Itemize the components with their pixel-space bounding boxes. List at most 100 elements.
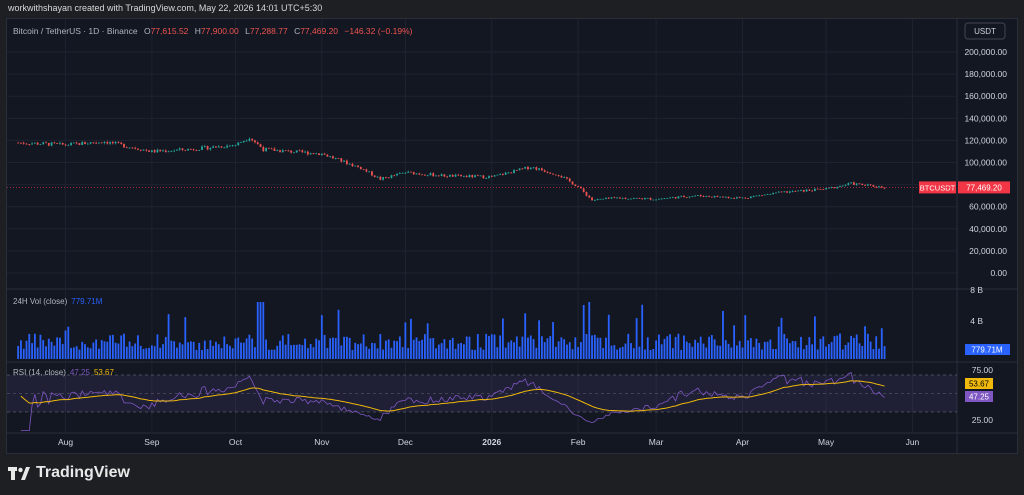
candle-body xyxy=(92,142,95,144)
candle-body xyxy=(833,187,836,189)
volume-bar xyxy=(270,349,273,359)
candle-body xyxy=(875,186,878,188)
candle-body xyxy=(540,168,543,171)
volume-bar xyxy=(875,336,878,359)
volume-bar xyxy=(368,348,371,359)
currency-button[interactable] xyxy=(964,22,1006,40)
volume-bar xyxy=(164,336,167,359)
volume-bar xyxy=(513,342,515,359)
price-chart[interactable]: 200,000.00 180,000.00 160,000.00 140,000.00… xyxy=(7,19,1017,453)
volume-bar xyxy=(262,302,265,359)
candle-body xyxy=(78,143,81,145)
volume-bar xyxy=(814,316,816,359)
candle-body xyxy=(162,150,164,152)
volume-bar xyxy=(780,317,783,359)
volume-bar xyxy=(658,334,660,359)
candle-body xyxy=(853,182,855,185)
candle-body xyxy=(744,197,747,199)
volume-bar xyxy=(17,345,20,359)
candle-body xyxy=(137,148,139,150)
candle-body xyxy=(641,198,644,200)
candle-body xyxy=(25,143,28,145)
candle-body xyxy=(215,146,217,148)
candle-body xyxy=(145,149,148,151)
volume-bar xyxy=(616,349,619,359)
price-axis: 200,000.00 180,000.00 160,000.00 140,000.00… xyxy=(919,47,1010,425)
candle-body xyxy=(869,184,872,186)
candle-body xyxy=(471,175,474,178)
candle-body xyxy=(705,195,708,197)
candles xyxy=(7,137,957,201)
candle-body xyxy=(730,197,733,199)
candle-body xyxy=(231,145,234,147)
candle-body xyxy=(794,190,797,192)
volume-bar xyxy=(535,347,538,359)
candle-body xyxy=(702,196,705,197)
candle-body xyxy=(139,149,142,151)
volume-bar xyxy=(454,348,457,359)
volume-bar xyxy=(872,349,875,359)
volume-bar xyxy=(864,326,866,359)
chart-frame[interactable]: 200,000.00 180,000.00 160,000.00 140,000.00… xyxy=(6,18,1018,454)
candle-body xyxy=(549,172,552,174)
volume-bar xyxy=(724,340,727,359)
volume-bar xyxy=(398,336,401,359)
currency-button-label[interactable]: USDT xyxy=(974,27,996,36)
volume-bar xyxy=(95,339,98,359)
candle-body xyxy=(524,166,527,169)
candle-body xyxy=(245,140,248,142)
candle-body xyxy=(223,147,226,149)
candle-body xyxy=(437,175,440,177)
candle-body xyxy=(348,163,351,165)
volume-bar xyxy=(371,342,373,359)
volume-bar xyxy=(683,335,685,359)
volume-bar xyxy=(187,342,189,359)
candle-body xyxy=(304,151,306,153)
volume-bar xyxy=(203,340,206,359)
volume-bar xyxy=(800,336,802,359)
volume-bar xyxy=(393,340,396,359)
volume-bar xyxy=(471,349,474,359)
candle-body xyxy=(376,176,379,178)
volume-tick-label: 4 B xyxy=(970,316,983,326)
candle-body xyxy=(61,142,64,145)
volume-bar xyxy=(677,333,680,359)
candle-body xyxy=(847,183,850,185)
candle-body xyxy=(719,196,722,198)
candle-body xyxy=(64,144,67,146)
time-tick-label: Aug xyxy=(58,437,73,447)
volume-bar xyxy=(401,347,404,359)
volume-bar xyxy=(251,338,254,359)
volume-bar xyxy=(92,342,95,359)
volume-bar xyxy=(632,348,635,359)
volume-bar xyxy=(407,347,410,359)
volume-bar xyxy=(783,333,786,359)
candle-body xyxy=(95,142,98,144)
volume-bar xyxy=(81,341,84,359)
volume-bar xyxy=(510,340,513,359)
volume-bar xyxy=(465,336,468,359)
candle-body xyxy=(153,150,156,153)
volume-bar xyxy=(440,343,443,359)
candle-body xyxy=(716,195,719,198)
candle-body xyxy=(418,173,421,175)
candle-body xyxy=(841,185,844,187)
volume-legend: 24H Vol (close) 779.71M xyxy=(13,297,103,306)
candle-body xyxy=(103,142,106,144)
candle-body xyxy=(878,186,880,188)
candle-body xyxy=(189,149,192,150)
volume-bar xyxy=(320,315,323,359)
volume-bar xyxy=(228,345,231,359)
volume-bar xyxy=(348,337,351,359)
volume-bar xyxy=(170,340,173,359)
volume-bar xyxy=(240,342,242,359)
volume-bar xyxy=(485,333,488,359)
candle-body xyxy=(131,147,134,149)
candle-body xyxy=(212,146,215,148)
volume-bar xyxy=(131,346,134,359)
candle-body xyxy=(56,143,59,144)
candle-body xyxy=(872,185,875,187)
candle-body xyxy=(390,175,393,178)
tradingview-logo[interactable]: TradingView xyxy=(8,464,130,482)
candle-body xyxy=(195,150,198,151)
